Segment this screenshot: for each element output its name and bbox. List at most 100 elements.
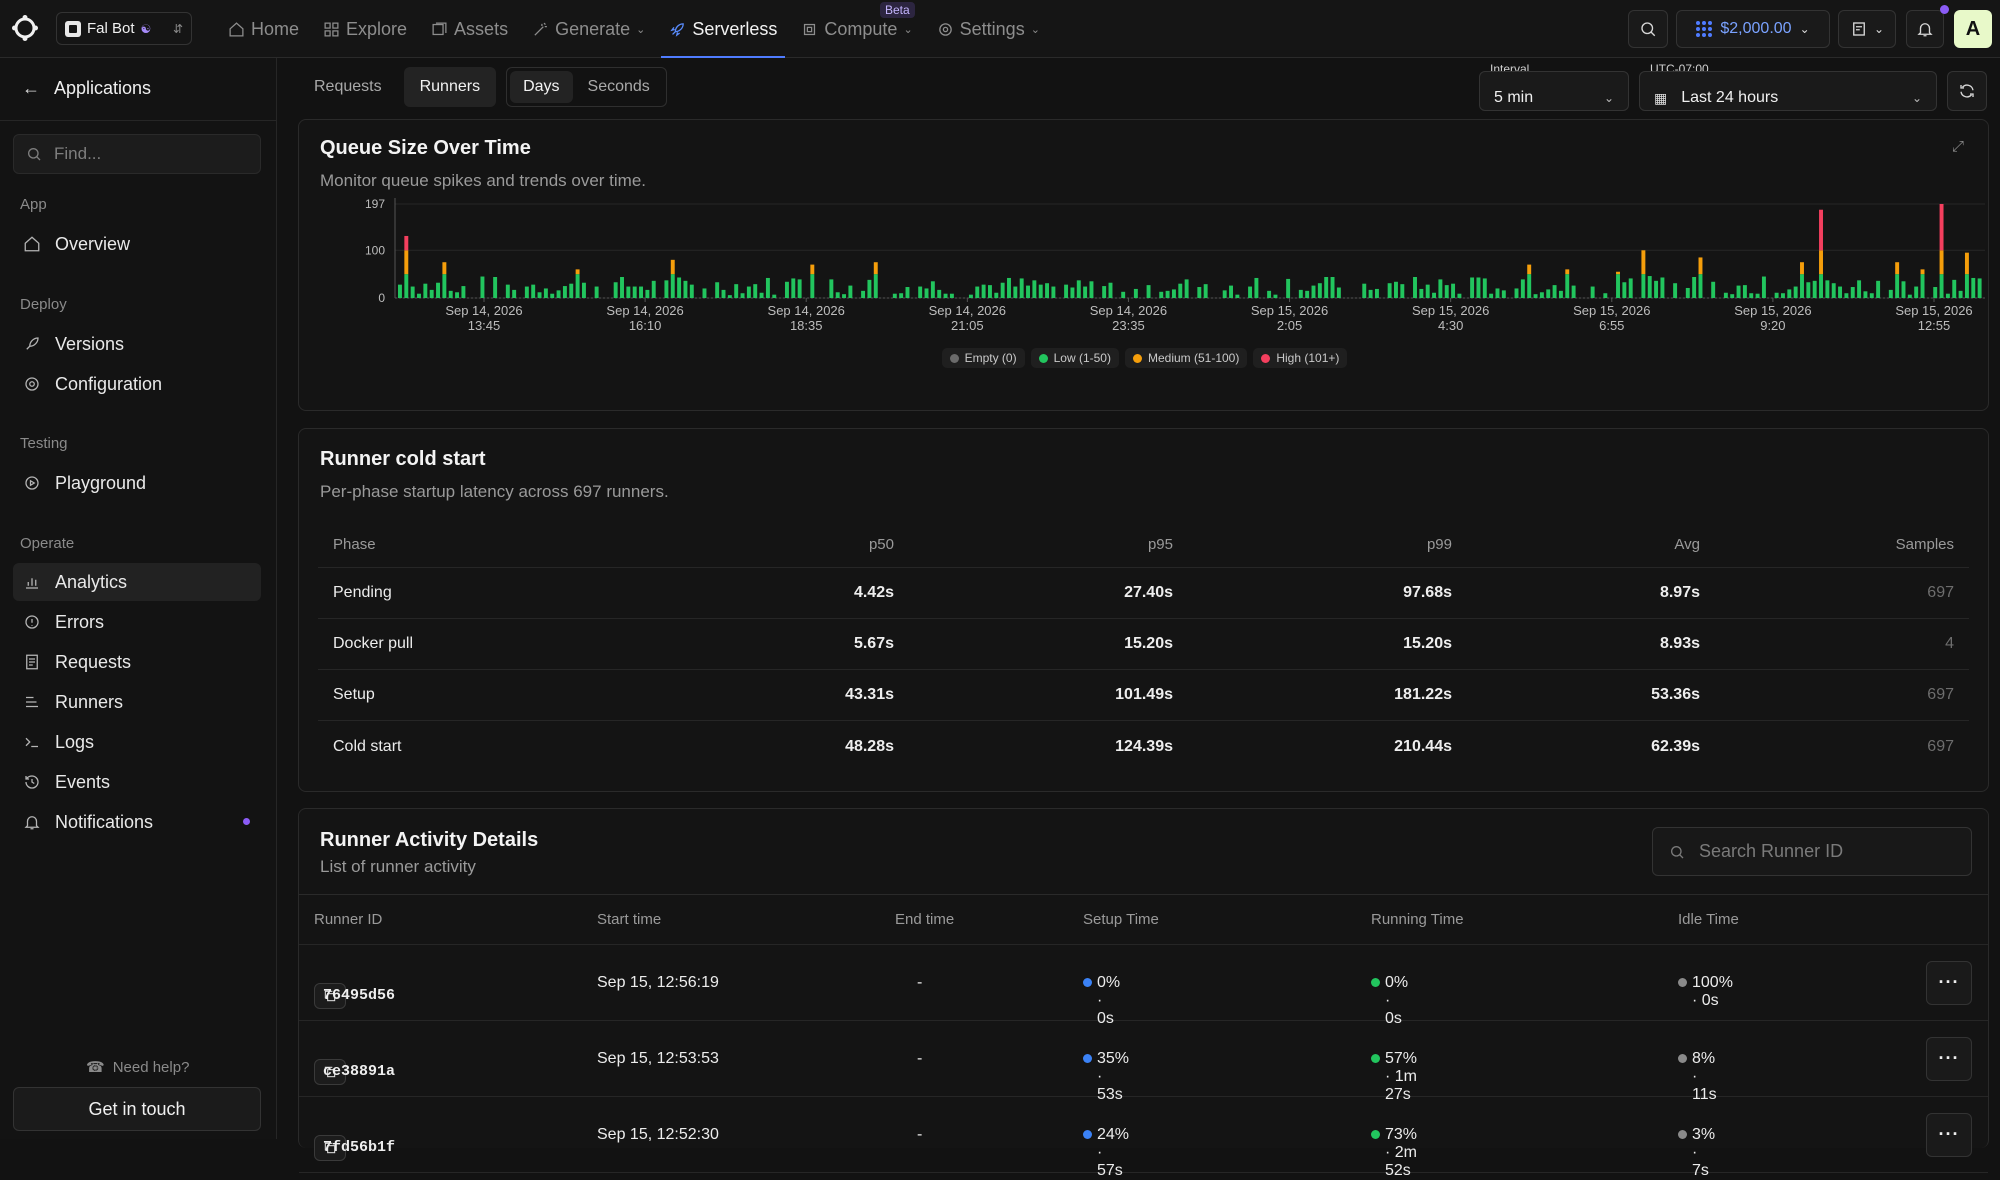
refresh-button[interactable] [1947,71,1987,111]
find-input[interactable]: Find... [13,134,261,174]
sidebar-item-configuration[interactable]: Configuration [13,365,261,403]
sidebar-item-runners[interactable]: Runners [13,683,261,721]
view-tabs: Requests Runners Days Seconds [298,67,667,107]
search-button[interactable] [1628,10,1668,48]
legend-label: High (101+) [1276,351,1340,365]
queue-bar [1907,294,1912,298]
queue-bar [1711,281,1716,298]
sidebar-item-requests[interactable]: Requests [13,643,261,681]
setup-dot [1083,977,1092,987]
queue-bar-medium [810,264,815,275]
copy-icon[interactable] [323,989,337,1003]
time-range-select[interactable]: ▦ Last 24 hours ⌄ [1639,71,1937,111]
nav-explore-label: Explore [346,18,408,39]
tab-requests[interactable]: Requests [314,78,382,95]
nav-generate[interactable]: Generate ⌄ [520,0,657,58]
sidebar-item-notifications[interactable]: Notifications [13,803,261,841]
copy-icon[interactable] [323,1065,337,1079]
table-row[interactable]: ce38891a Sep 15, 12:53:53 - 35% · 53s 57… [299,1021,1988,1103]
queue-bar [1616,274,1620,298]
interval-select[interactable]: 5 min ⌄ [1479,71,1629,111]
search-icon [1641,22,1656,37]
sidebar-item-overview[interactable]: Overview [13,225,261,263]
nav-compute[interactable]: Compute ⌄ Beta [789,0,924,58]
queue-bar [524,286,529,298]
queue-bar [1812,280,1817,298]
expand-icon[interactable]: ⤢ [1951,138,1964,155]
chevron-down-icon: ⌄ [1603,91,1614,105]
queue-bar [1673,283,1678,298]
row-actions-button[interactable]: ··· [1926,960,1972,1005]
legend-label: Medium (51-100) [1147,351,1240,365]
table-row[interactable]: 76495d56 Sep 15, 12:56:19 - 0% · 0s 0% ·… [299,945,1988,1027]
queue-bar [1305,290,1310,298]
legend-item[interactable]: Low (1-50) [1030,348,1119,368]
queue-bar [905,287,910,298]
legend-item[interactable]: Empty (0) [941,348,1025,368]
fal-logo-icon[interactable] [12,15,38,41]
bar-chart-icon [26,578,38,589]
row-actions-button[interactable]: ··· [1926,1036,1972,1081]
get-in-touch-button[interactable]: Get in touch [13,1087,261,1131]
sidebar-item-label: Logs [55,731,95,752]
nav-serverless-label: Serverless [692,18,778,39]
queue-bar [1298,289,1303,298]
rocket-icon [670,22,685,37]
user-avatar[interactable]: A [1954,10,1992,48]
unit-days[interactable]: Days [510,71,573,103]
notifications-button[interactable] [1906,10,1944,48]
workspace-switcher[interactable]: Fal Bot ☯ ⇵ [56,12,192,45]
queue-bar [1045,283,1050,298]
queue-bar [1419,288,1424,298]
nav-explore[interactable]: Explore [311,0,419,58]
unit-seconds[interactable]: Seconds [587,78,650,95]
queue-bar [461,286,466,298]
nav-serverless[interactable]: Serverless [657,0,789,58]
chevron-updown-icon: ⇵ [172,21,183,36]
sidebar-item-errors[interactable]: Errors [13,603,261,641]
queue-bar [651,280,656,298]
grid-icon [324,21,339,37]
table-row[interactable]: 7fd56b1f Sep 15, 12:52:30 - 24% · 57s 73… [299,1097,1988,1179]
nav-settings[interactable]: Settings ⌄ [925,0,1052,58]
idle-dot [1678,1053,1687,1063]
col-runner-id: Runner ID [314,911,383,928]
legend-swatch [1261,353,1271,363]
x-tick-date: Sep 15, 2026 [1412,303,1489,318]
search-runner-input[interactable]: Search Runner ID [1652,827,1972,876]
row-actions-button[interactable]: ··· [1926,1112,1972,1157]
nav-assets[interactable]: Assets [419,0,520,58]
idle-time-cell: 3% · 7s [1678,1126,1715,1179]
x-tick-date: Sep 15, 2026 [1573,303,1650,318]
queue-bar [1165,290,1170,298]
main-nav: Home Explore Assets Generate ⌄ Serverles… [216,0,1052,58]
docs-menu-button[interactable]: ⌄ [1838,10,1896,48]
sidebar-item-analytics[interactable]: Analytics [13,563,261,601]
legend-item[interactable]: Medium (51-100) [1124,348,1248,368]
col-p99: p99 [1426,535,1452,553]
running-dot [1371,1053,1380,1063]
queue-bar [1857,280,1862,298]
queue-bar [1939,274,1944,298]
queue-bar [1730,294,1735,298]
sidebar-item-logs[interactable]: Logs [13,723,261,761]
sidebar-item-events[interactable]: Events [13,763,261,801]
queue-bar [1527,274,1532,298]
queue-bar-medium [873,262,878,275]
credits-button[interactable]: $2,000.00 ⌄ [1676,10,1830,48]
sidebar-item-playground[interactable]: Playground [13,464,261,502]
x-tick-time: 18:35 [790,318,823,333]
back-to-applications[interactable]: ← Applications [22,78,151,99]
need-help[interactable]: ☎ Need help? [86,1058,189,1077]
sidebar-item-versions[interactable]: Versions [13,325,261,363]
queue-bar [1197,287,1202,298]
tab-runners[interactable]: Runners [403,67,497,107]
nav-home[interactable]: Home [216,0,311,58]
legend-item[interactable]: High (101+) [1253,348,1348,368]
queue-bar [994,292,999,298]
queue-bar [480,276,485,298]
queue-bar [1489,293,1494,298]
samples-cell: 697 [1927,584,1954,601]
queue-bar-medium [442,262,447,275]
divider [299,894,1988,895]
